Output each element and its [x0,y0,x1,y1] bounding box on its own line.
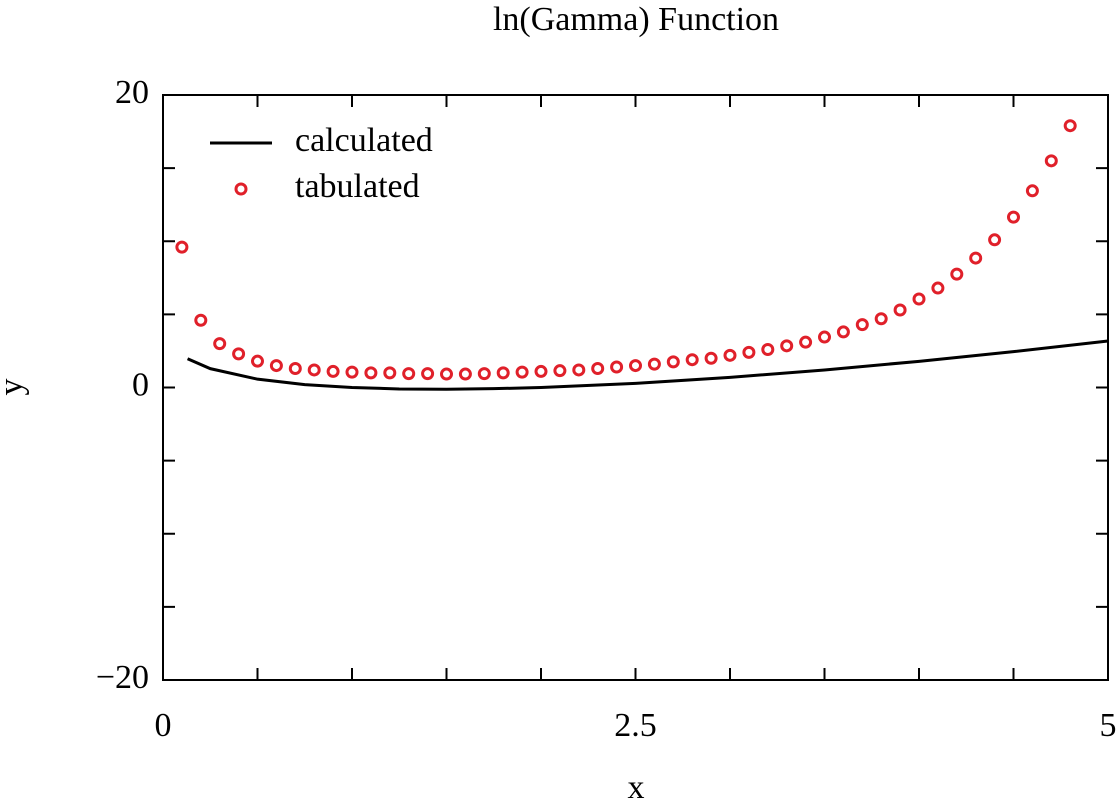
data-point [685,353,699,367]
data-point [591,361,605,375]
data-point [610,360,624,374]
data-point [534,364,548,378]
data-point [326,364,340,378]
y-axis-label: y [0,379,30,396]
data-point [1063,119,1077,133]
data-point [364,366,378,380]
x-tick-label: 0 [155,707,172,744]
data-point [288,361,302,375]
data-point [307,363,321,377]
x-tick-label: 2.5 [614,707,657,744]
data-point [761,342,775,356]
data-line [186,339,1109,391]
y-tick-label: −20 [96,659,149,696]
data-point [175,240,189,254]
legend-swatch [234,182,248,196]
data-point [723,348,737,362]
data-point [780,339,794,353]
legend-label: calculated [295,122,433,159]
data-point [269,359,283,373]
data-point [647,357,661,371]
data-point [345,365,359,379]
data-point [421,367,435,381]
data-point [893,303,907,317]
data-point [458,367,472,381]
legend-label: tabulated [295,168,420,205]
data-point [213,337,227,351]
data-point [969,251,983,265]
data-point [232,347,246,361]
data-point [477,367,491,381]
data-point [496,366,510,380]
data-point [251,354,264,368]
data-point [553,364,567,378]
chart-title: ln(Gamma) Function [493,1,779,38]
data-point [912,292,926,306]
data-point [988,233,1002,247]
data-point [818,330,831,344]
data-point [629,359,642,373]
data-point [742,345,756,359]
data-point [1025,184,1039,198]
data-point [402,367,416,381]
data-point [799,335,813,349]
data-point [515,365,529,379]
data-point [440,367,453,381]
data-point [1044,154,1058,168]
data-point [704,351,718,365]
data-point [666,355,680,369]
data-point [931,281,945,295]
data-point [383,366,397,380]
x-tick-label: 5 [1100,707,1117,744]
data-point [572,363,586,377]
y-tick-label: 0 [132,366,149,403]
data-point [194,313,208,327]
data-point [874,312,888,326]
y-tick-label: 20 [115,74,149,111]
data-point [836,325,850,339]
x-axis-label: x [628,769,645,803]
data-point [950,267,964,281]
data-point [855,318,869,332]
data-point [1007,210,1020,224]
